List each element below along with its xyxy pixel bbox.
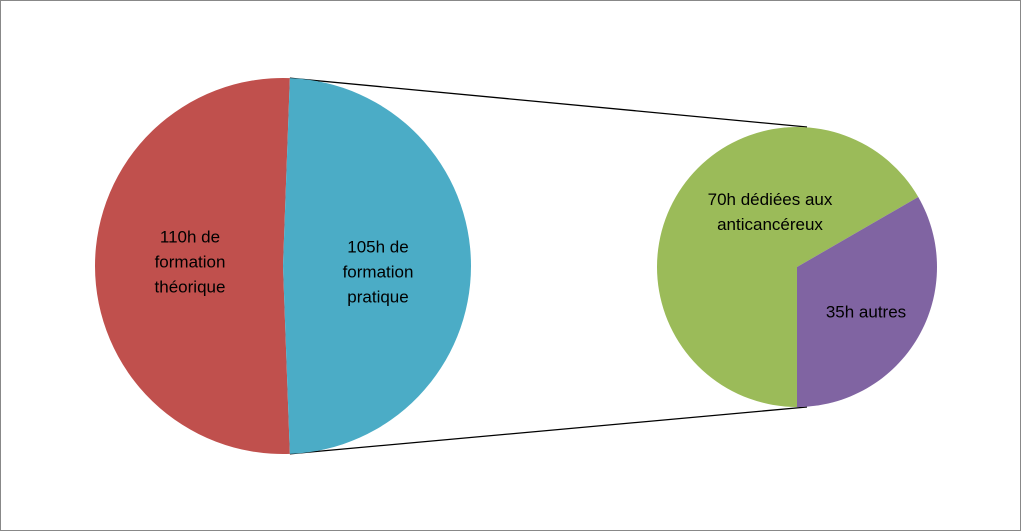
data-label: 35h autres	[825, 302, 907, 322]
data-label: 105h de formation pratique	[342, 237, 414, 307]
pie-slice	[283, 78, 471, 454]
connector-line	[289, 77, 808, 128]
data-label: 110h de formation théorique	[154, 227, 226, 297]
data-label: 70h dédiées aux anticancéreux	[707, 190, 833, 234]
pie-slice	[656, 127, 919, 408]
pie-slice	[797, 197, 937, 407]
pie-slice	[94, 77, 290, 454]
connector-line	[289, 406, 808, 455]
